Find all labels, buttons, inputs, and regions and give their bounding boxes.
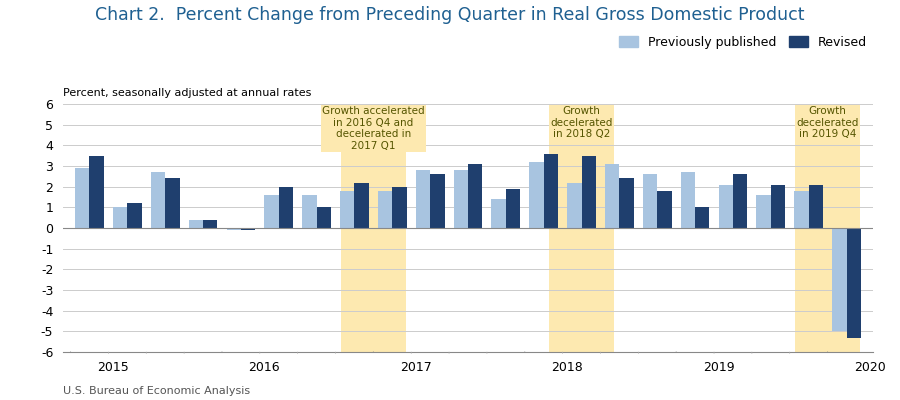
Bar [75, 168, 89, 228]
Bar [166, 178, 180, 228]
Bar [241, 228, 256, 230]
Bar [151, 172, 166, 228]
Bar [491, 199, 506, 228]
Bar [832, 228, 847, 331]
Bar [619, 178, 634, 228]
Legend: Previously published, Revised: Previously published, Revised [619, 36, 867, 49]
Bar [770, 185, 785, 228]
Text: Growth
decelerated
in 2018 Q2: Growth decelerated in 2018 Q2 [551, 106, 613, 139]
Text: Growth accelerated
in 2016 Q4 and
decelerated in
2017 Q1: Growth accelerated in 2016 Q4 and decele… [322, 106, 425, 151]
Bar [529, 162, 544, 228]
Bar [227, 228, 241, 230]
Bar [718, 185, 733, 228]
Text: 2016: 2016 [248, 361, 280, 374]
Bar [795, 191, 809, 228]
Text: U.S. Bureau of Economic Analysis: U.S. Bureau of Economic Analysis [63, 386, 250, 396]
Bar [378, 191, 392, 228]
Bar [756, 195, 770, 228]
Bar [189, 220, 203, 228]
Bar [567, 182, 581, 228]
Text: 2017: 2017 [400, 361, 432, 374]
Bar [265, 195, 279, 228]
Bar [796, 104, 860, 352]
Text: Chart 2.  Percent Change from Preceding Quarter in Real Gross Domestic Product: Chart 2. Percent Change from Preceding Q… [95, 6, 805, 24]
Bar [89, 156, 104, 228]
Bar [302, 195, 317, 228]
Bar [544, 154, 558, 228]
Bar [695, 207, 709, 228]
Bar [847, 228, 861, 338]
Bar [733, 174, 747, 228]
Bar [127, 203, 141, 228]
Text: Growth
decelerated
in 2019 Q4: Growth decelerated in 2019 Q4 [796, 106, 859, 139]
Bar [430, 174, 445, 228]
Text: 2018: 2018 [552, 361, 583, 374]
Bar [416, 170, 430, 228]
Text: Percent, seasonally adjusted at annual rates: Percent, seasonally adjusted at annual r… [63, 88, 311, 98]
Bar [340, 191, 355, 228]
Bar [581, 156, 596, 228]
Bar [113, 207, 127, 228]
Bar [549, 104, 614, 352]
Bar [809, 185, 823, 228]
Bar [279, 187, 293, 228]
Text: 2015: 2015 [97, 361, 129, 374]
Bar [643, 174, 657, 228]
Bar [392, 187, 407, 228]
Bar [657, 191, 671, 228]
Bar [203, 220, 218, 228]
Bar [454, 170, 468, 228]
Bar [605, 164, 619, 228]
Bar [355, 182, 369, 228]
Bar [506, 189, 520, 228]
Bar [468, 164, 482, 228]
Text: 2020: 2020 [854, 361, 886, 374]
Bar [341, 104, 406, 352]
Bar [680, 172, 695, 228]
Text: 2019: 2019 [703, 361, 734, 374]
Bar [317, 207, 331, 228]
